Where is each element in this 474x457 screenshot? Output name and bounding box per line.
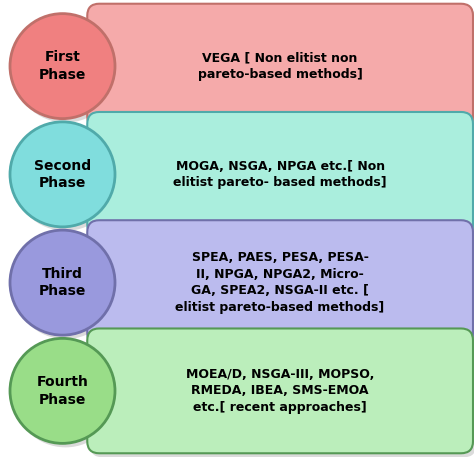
Ellipse shape bbox=[10, 14, 115, 119]
Ellipse shape bbox=[10, 338, 115, 443]
Ellipse shape bbox=[10, 122, 115, 227]
Text: Fourth
Phase: Fourth Phase bbox=[36, 375, 89, 407]
Text: First
Phase: First Phase bbox=[39, 50, 86, 82]
FancyBboxPatch shape bbox=[90, 224, 474, 349]
Text: VEGA [ Non elitist non
pareto-based methods]: VEGA [ Non elitist non pareto-based meth… bbox=[198, 51, 363, 81]
Ellipse shape bbox=[13, 342, 118, 447]
Ellipse shape bbox=[13, 234, 118, 339]
Text: Second
Phase: Second Phase bbox=[34, 159, 91, 190]
FancyBboxPatch shape bbox=[90, 333, 474, 457]
Ellipse shape bbox=[10, 230, 115, 335]
Ellipse shape bbox=[13, 18, 118, 122]
FancyBboxPatch shape bbox=[87, 220, 473, 345]
FancyBboxPatch shape bbox=[90, 8, 474, 133]
FancyBboxPatch shape bbox=[90, 116, 474, 241]
FancyBboxPatch shape bbox=[87, 112, 473, 237]
Text: Third
Phase: Third Phase bbox=[39, 267, 86, 298]
Text: MOGA, NSGA, NPGA etc.[ Non
elitist pareto- based methods]: MOGA, NSGA, NPGA etc.[ Non elitist paret… bbox=[173, 159, 387, 189]
Ellipse shape bbox=[13, 126, 118, 231]
FancyBboxPatch shape bbox=[87, 4, 473, 128]
Text: MOEA/D, NSGA-III, MOPSO,
RMEDA, IBEA, SMS-EMOA
etc.[ recent approaches]: MOEA/D, NSGA-III, MOPSO, RMEDA, IBEA, SM… bbox=[186, 368, 374, 414]
FancyBboxPatch shape bbox=[87, 329, 473, 453]
Text: SPEA, PAES, PESA, PESA-
II, NPGA, NPGA2, Micro-
GA, SPEA2, NSGA-II etc. [
elitis: SPEA, PAES, PESA, PESA- II, NPGA, NPGA2,… bbox=[175, 251, 385, 314]
